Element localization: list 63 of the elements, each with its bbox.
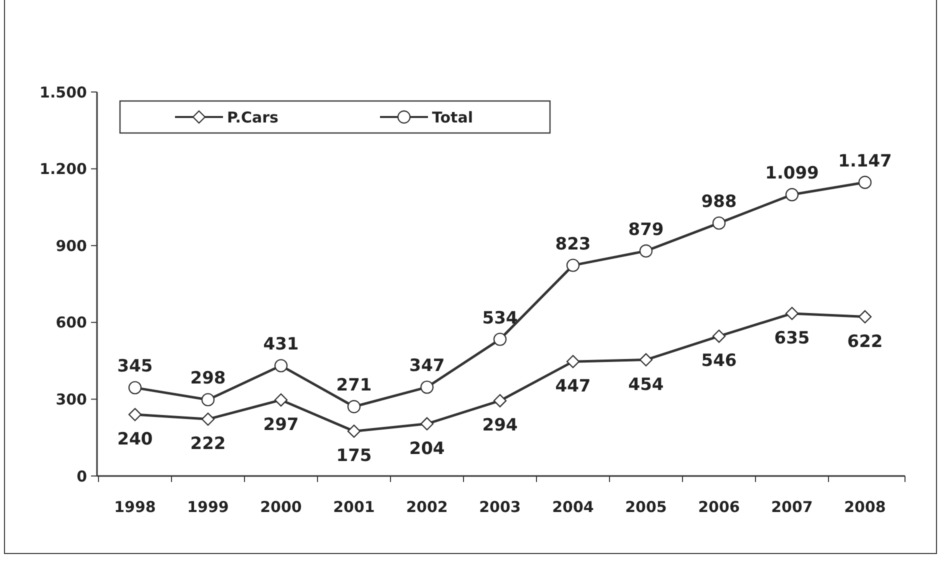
legend-label: P.Cars [227,108,278,126]
data-label: 271 [336,376,372,396]
point [274,393,288,407]
point [128,408,142,422]
point [493,332,507,346]
data-label: 823 [555,234,591,254]
point [201,412,215,426]
data-label: 1.147 [838,151,892,172]
data-label: 294 [482,416,518,436]
data-label: 1.099 [765,164,819,184]
data-label: 431 [263,334,299,355]
data-label: 534 [482,308,518,328]
point [201,393,215,406]
data-label: 988 [701,192,737,212]
point [785,306,799,320]
y-tick-label: 1.200 [40,160,87,178]
point [712,216,726,230]
data-label: 345 [117,356,153,377]
data-label: 204 [409,438,445,459]
data-label: 297 [263,414,299,435]
x-tick-label: 2004 [552,498,594,516]
point [274,359,288,372]
point [858,310,872,324]
x-tick-label: 2005 [625,498,667,516]
data-label: 622 [847,332,883,352]
point [566,354,580,368]
point [420,380,434,394]
data-label: 298 [190,368,226,389]
x-tick-label: 2002 [406,498,448,516]
point [858,176,872,189]
point [347,400,361,414]
point [785,188,799,202]
x-tick-label: 2007 [771,498,813,516]
legend-label: Total [432,108,473,126]
x-tick-label: 2001 [333,498,375,516]
x-tick-label: 1999 [187,498,229,516]
data-label: 635 [774,328,810,348]
data-label: 347 [409,356,445,376]
point [128,381,142,394]
x-tick-label: 2006 [698,498,740,516]
y-tick-label: 300 [56,390,87,408]
data-label: 175 [336,446,372,466]
data-label: 454 [628,374,664,395]
point [712,330,726,343]
data-label: 879 [628,220,664,240]
point [420,417,434,430]
y-tick-label: 900 [56,236,87,255]
data-label: 546 [701,351,737,372]
point [639,353,653,366]
point [493,394,507,408]
x-tick-label: 2000 [260,498,302,516]
x-tick-label: 1998 [114,498,156,516]
x-tick-label: 2008 [844,498,886,516]
x-tick-label: 2003 [479,498,521,516]
data-label: 447 [555,376,591,397]
y-tick-label: 1.500 [40,83,87,102]
point [347,424,361,438]
y-tick-label: 0 [76,467,87,486]
data-label: 222 [190,434,226,454]
point [639,244,653,258]
data-label: 240 [117,430,153,450]
point [566,258,580,272]
y-tick-label: 600 [56,314,87,332]
